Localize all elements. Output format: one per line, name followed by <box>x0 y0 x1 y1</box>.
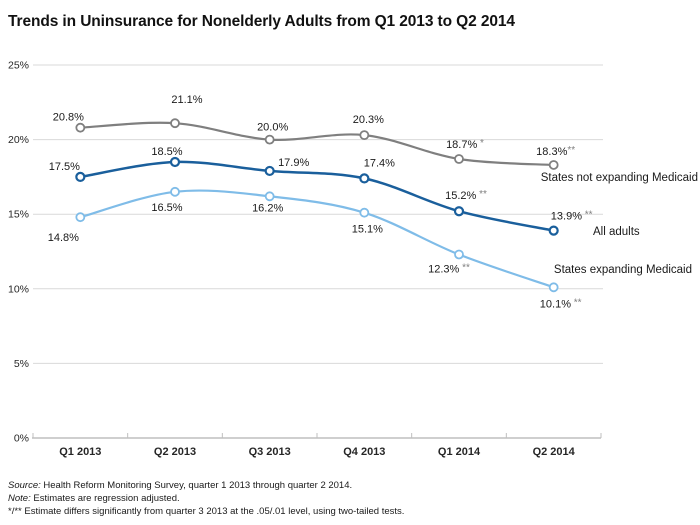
data-point-all-adults-q1-2013 <box>75 171 86 182</box>
method-note: Note: Estimates are regression adjusted. <box>8 492 404 505</box>
method-note-prefix: Note: <box>8 493 31 505</box>
method-note-text: Estimates are regression adjusted. <box>33 493 180 505</box>
data-label-states-expanding-medicaid-q1-2014: 12.3% ** <box>428 262 470 275</box>
data-point-states-expanding-medicaid-q4-2013 <box>359 207 370 218</box>
y-tick-label: 15% <box>8 209 29 221</box>
data-label-all-adults-q1-2013: 17.5% <box>49 161 80 173</box>
data-point-all-adults-q2-2014 <box>548 225 559 236</box>
source-note-prefix: Source: <box>8 480 41 491</box>
data-label-states-not-expanding-medicaid-q3-2013: 20.0% <box>257 122 288 134</box>
source-note-text: Health Reform Monitoring Survey, quarter… <box>43 480 353 491</box>
significance-note-text: Estimate differs significantly from quar… <box>24 506 405 518</box>
series-line-all-adults <box>79 160 555 232</box>
data-label-states-not-expanding-medicaid-q1-2014: 18.7% * <box>446 138 484 151</box>
data-label-states-not-expanding-medicaid-q2-2013: 21.1% <box>171 94 202 106</box>
y-tick-label: 5% <box>14 358 29 370</box>
x-tick-label: Q1 2014 <box>438 446 481 458</box>
data-point-all-adults-q2-2013 <box>169 156 181 168</box>
data-label-states-expanding-medicaid-q3-2013: 16.2% <box>252 202 283 214</box>
chart-title: Trends in Uninsurance for Nonelderly Adu… <box>8 13 515 30</box>
data-label-states-expanding-medicaid-q4-2013: 15.1% <box>352 224 383 236</box>
series-label-all-adults: All adults <box>593 226 640 238</box>
x-tick-label: Q1 2013 <box>59 446 101 458</box>
data-point-states-not-expanding-medicaid-q3-2013 <box>264 134 275 145</box>
significance-note-prefix: */** <box>8 506 22 518</box>
data-label-all-adults-q4-2013: 17.4% <box>364 157 395 169</box>
data-point-states-expanding-medicaid-q3-2013 <box>264 191 275 202</box>
footnotes: Source: Health Reform Monitoring Survey,… <box>8 479 404 519</box>
data-point-states-expanding-medicaid-q1-2014 <box>454 249 464 260</box>
data-point-states-not-expanding-medicaid-q1-2013 <box>75 122 86 133</box>
data-label-states-not-expanding-medicaid-q2-2014: 18.3%** <box>536 145 575 158</box>
significance-note: */** Estimate differs significantly from… <box>8 505 404 518</box>
source-note: Source: Health Reform Monitoring Survey,… <box>8 479 404 492</box>
series-label-states-expanding-medicaid: States expanding Medicaid <box>554 264 692 276</box>
y-tick-label: 20% <box>8 134 29 146</box>
data-point-states-not-expanding-medicaid-q2-2013 <box>170 118 180 129</box>
series-label-states-not-expanding-medicaid: States not expanding Medicaid <box>541 172 698 184</box>
data-label-all-adults-q2-2013: 18.5% <box>151 146 182 158</box>
x-tick-label: Q2 2014 <box>533 446 576 458</box>
data-point-all-adults-q1-2014 <box>453 206 465 217</box>
data-label-states-expanding-medicaid-q1-2013: 14.8% <box>48 232 79 244</box>
data-point-states-not-expanding-medicaid-q1-2014 <box>454 154 464 164</box>
x-tick-label: Q3 2013 <box>249 446 291 458</box>
data-label-states-not-expanding-medicaid-q4-2013: 20.3% <box>353 114 384 126</box>
data-point-states-expanding-medicaid-q2-2013 <box>170 186 180 197</box>
data-label-all-adults-q2-2014: 13.9% ** <box>551 210 593 223</box>
data-point-all-adults-q4-2013 <box>359 173 370 184</box>
x-tick-label: Q2 2013 <box>154 446 196 458</box>
y-tick-label: 0% <box>14 433 29 445</box>
data-label-states-expanding-medicaid-q2-2014: 10.1% ** <box>540 297 582 310</box>
series-line-states-expanding-medicaid <box>79 189 555 289</box>
data-label-all-adults-q1-2014: 15.2% ** <box>445 189 487 202</box>
data-point-states-expanding-medicaid-q1-2013 <box>75 212 86 223</box>
data-point-states-not-expanding-medicaid-q2-2014 <box>548 160 559 170</box>
data-label-states-expanding-medicaid-q2-2013: 16.5% <box>151 202 182 214</box>
series-line-states-not-expanding-medicaid <box>79 121 555 167</box>
data-point-states-expanding-medicaid-q2-2014 <box>548 282 559 293</box>
data-point-states-not-expanding-medicaid-q4-2013 <box>359 130 370 141</box>
data-point-all-adults-q3-2013 <box>264 165 275 177</box>
y-tick-label: 10% <box>8 283 29 295</box>
data-label-states-not-expanding-medicaid-q1-2013: 20.8% <box>53 112 84 124</box>
data-label-all-adults-q3-2013: 17.9% <box>278 157 309 169</box>
x-tick-label: Q4 2013 <box>343 446 385 458</box>
y-tick-label: 25% <box>8 60 29 72</box>
